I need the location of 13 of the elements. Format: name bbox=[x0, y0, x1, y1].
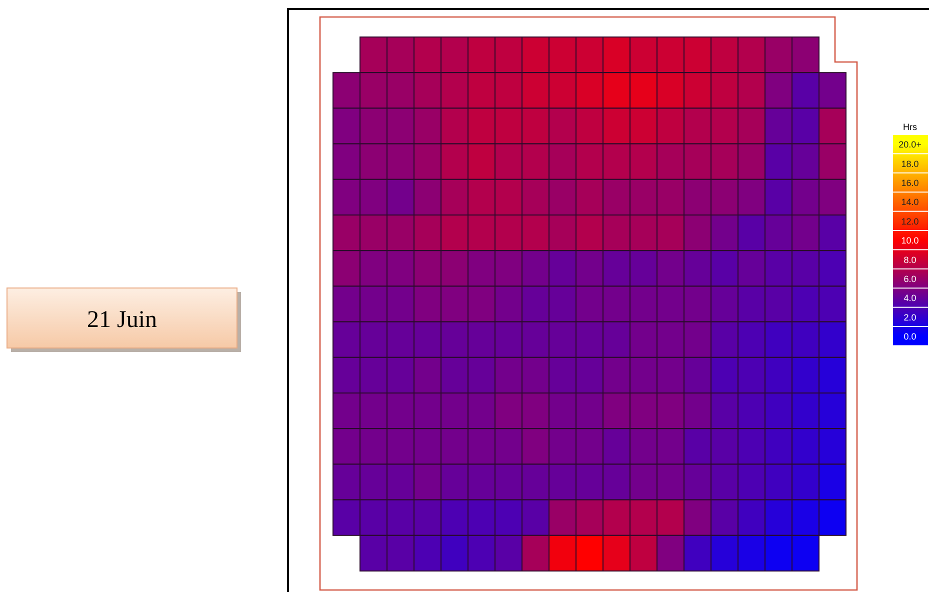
color-bar-label: 4.0 bbox=[904, 293, 916, 304]
color-bar-label: 16.0 bbox=[901, 178, 919, 188]
color-bar-label: 10.0 bbox=[901, 236, 919, 246]
text: 21 Juin bbox=[86, 307, 158, 333]
color-bar-label: 6.0 bbox=[904, 274, 916, 284]
color-bar-label: 20.0+ bbox=[898, 140, 922, 150]
color-bar-label: 18.0 bbox=[901, 158, 919, 169]
color-bar-label: 2.0 bbox=[904, 312, 916, 322]
color-bar-label: 12.0 bbox=[901, 216, 919, 226]
color-bar-title: Hrs bbox=[903, 122, 918, 132]
color-bar-label: 14.0 bbox=[901, 197, 919, 208]
color-bar-label: 8.0 bbox=[904, 254, 916, 265]
color-bar-label: 0.0 bbox=[904, 332, 916, 342]
